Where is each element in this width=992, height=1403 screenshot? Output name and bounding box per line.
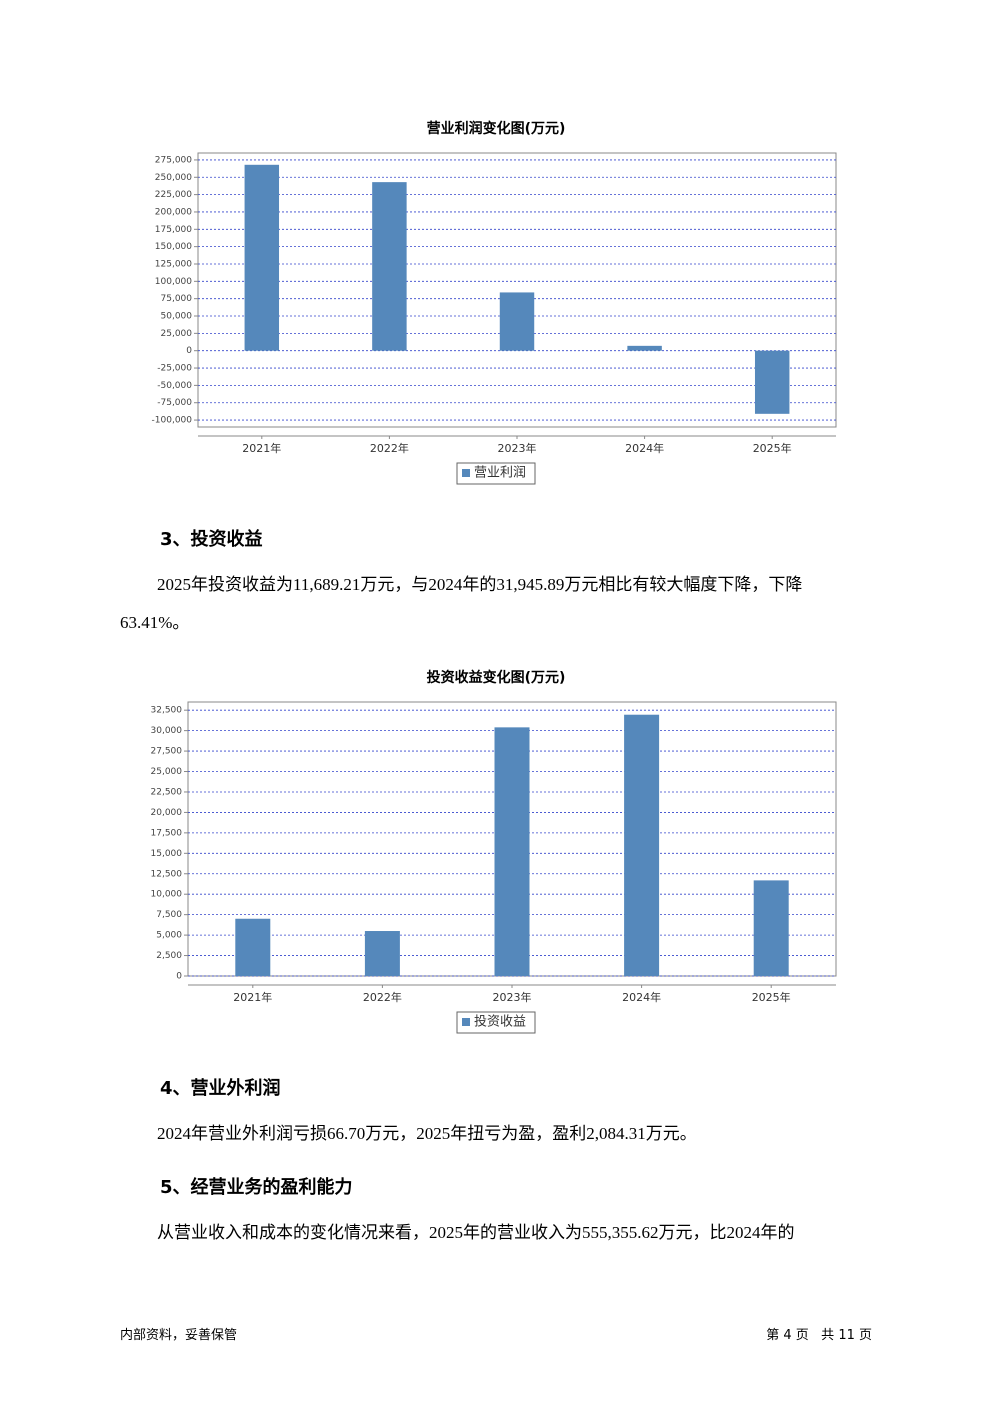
x-tick-label: 2022年 (370, 441, 409, 455)
y-tick-label: -75,000 (157, 398, 192, 408)
y-tick-label: 22,500 (151, 787, 183, 797)
bar (364, 931, 400, 976)
x-tick-label: 2021年 (233, 990, 272, 1004)
x-tick-label: 2025年 (753, 441, 792, 455)
y-tick-label: 30,000 (151, 726, 183, 736)
x-tick-label: 2021年 (242, 441, 281, 455)
y-tick-label: 12,500 (151, 869, 183, 879)
y-tick-label: -100,000 (152, 416, 193, 426)
y-tick-label: -25,000 (157, 364, 192, 374)
y-tick-label: 7,500 (156, 910, 182, 920)
legend-box (456, 462, 536, 485)
footer-right: 第 4 页 共 11 页 (766, 1328, 872, 1343)
y-tick-label: 20,000 (151, 808, 183, 818)
paragraph: 2024年营业外利润亏损66.70万元，2025年扭亏为盈，盈利2,084.31… (157, 1124, 697, 1143)
y-tick-label: 27,500 (151, 747, 183, 757)
y-tick-label: 0 (186, 346, 192, 356)
legend-label: 营业利润 (474, 466, 526, 481)
section-heading: 4、营业外利润 (160, 1078, 281, 1099)
y-tick-label: 200,000 (155, 207, 192, 217)
legend-label: 投资收益 (474, 1014, 526, 1030)
y-tick-label: 275,000 (155, 155, 192, 165)
y-tick-label: 225,000 (155, 190, 192, 200)
bar (627, 345, 662, 351)
chart-title: 营业利润变化图(万元) (427, 120, 566, 137)
footer-left: 内部资料，妥善保管 (120, 1328, 238, 1343)
legend-swatch (462, 1018, 470, 1026)
legend-box (456, 1011, 536, 1034)
y-tick-label: 25,000 (161, 329, 193, 339)
x-tick-label: 2024年 (625, 441, 664, 455)
y-tick-label: 25,000 (151, 767, 183, 777)
y-tick-label: 125,000 (155, 259, 192, 269)
y-tick-label: 175,000 (155, 225, 192, 235)
y-tick-label: 17,500 (151, 828, 183, 838)
y-tick-label: 75,000 (161, 294, 193, 304)
y-tick-label: 5,000 (156, 931, 182, 941)
bar (235, 918, 271, 976)
x-tick-label: 2023年 (493, 990, 532, 1004)
bar (624, 714, 660, 976)
y-tick-label: 15,000 (151, 849, 183, 859)
bar (753, 880, 789, 976)
bar (754, 350, 790, 414)
bar (372, 182, 407, 351)
x-tick-label: 2025年 (752, 990, 791, 1004)
y-tick-label: 150,000 (155, 242, 192, 252)
y-tick-label: 32,500 (151, 706, 183, 716)
y-tick-label: 250,000 (155, 173, 192, 183)
paragraph: 从营业收入和成本的变化情况来看，2025年的营业收入为555,355.62万元，… (157, 1223, 795, 1242)
y-tick-label: 0 (176, 972, 182, 982)
chart-title: 投资收益变化图(万元) (427, 669, 566, 686)
y-tick-label: 50,000 (161, 312, 193, 322)
paragraph: 2025年投资收益为11,689.21万元，与2024年的31,945.89万元… (120, 575, 803, 632)
plot-frame (197, 152, 837, 428)
x-tick-label: 2022年 (363, 990, 402, 1004)
y-tick-label: 2,500 (156, 951, 182, 961)
section-heading: 5、经营业务的盈利能力 (160, 1177, 353, 1198)
y-tick-label: 100,000 (155, 277, 192, 287)
bar (494, 727, 530, 976)
bar (499, 292, 535, 351)
y-tick-label: -50,000 (157, 381, 192, 391)
y-tick-label: 10,000 (151, 890, 183, 900)
section-heading: 3、投资收益 (160, 529, 263, 550)
x-tick-label: 2024年 (622, 990, 661, 1004)
bar (244, 164, 280, 351)
x-tick-label: 2023年 (498, 441, 537, 455)
legend-swatch (462, 469, 470, 477)
